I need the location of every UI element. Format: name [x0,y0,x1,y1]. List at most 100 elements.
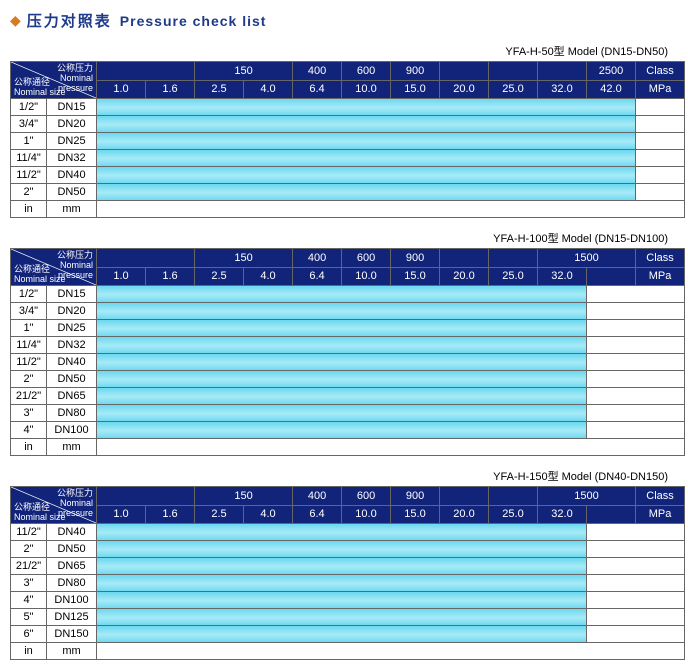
class-header [440,62,489,81]
class-header: 400 [293,249,342,268]
size-mm: DN80 [47,405,97,422]
filled-range [97,371,587,388]
mpa-header: 25.0 [489,505,538,524]
unit-mm: mm [47,201,97,218]
filled-range [97,133,636,150]
class-header [489,62,538,81]
filled-range [97,303,587,320]
model-label: YFA-H-100型 Model (DN15-DN100) [10,230,668,246]
size-in: 2" [11,371,47,388]
mpa-header: 1.0 [97,80,146,99]
size-mm: DN20 [47,303,97,320]
mpa-header: MPa [636,267,685,286]
class-header: 1500 [538,487,636,506]
size-in: 1" [11,133,47,150]
class-header: Class [636,249,685,268]
size-mm: DN40 [47,524,97,541]
title-row: ◆ 压力对照表 Pressure check list [10,10,678,31]
empty-range [587,405,685,422]
size-mm: DN50 [47,371,97,388]
mpa-header [587,267,636,286]
class-header: 600 [342,249,391,268]
size-mm: DN100 [47,592,97,609]
unit-in: in [11,201,47,218]
size-mm: DN40 [47,354,97,371]
size-mm: DN20 [47,116,97,133]
mpa-header: 32.0 [538,267,587,286]
size-mm: DN65 [47,388,97,405]
mpa-header: 32.0 [538,505,587,524]
size-in: 11/4" [11,337,47,354]
empty-range [587,541,685,558]
filled-range [97,354,587,371]
size-mm: DN80 [47,575,97,592]
mpa-header: 1.6 [146,267,195,286]
filled-range [97,558,587,575]
empty-range [636,99,685,116]
empty-range [587,626,685,643]
filled-range [97,388,587,405]
empty-range [587,371,685,388]
size-mm: DN150 [47,626,97,643]
class-header: Class [636,62,685,81]
mpa-header: 4.0 [244,267,293,286]
filled-range [97,609,587,626]
mpa-header: 4.0 [244,505,293,524]
empty-range [636,133,685,150]
empty-range [587,337,685,354]
diamond-icon: ◆ [10,12,21,29]
unit-in: in [11,439,47,456]
class-header: 900 [391,62,440,81]
size-in: 2" [11,184,47,201]
size-in: 11/2" [11,167,47,184]
filled-range [97,575,587,592]
mpa-header: 4.0 [244,80,293,99]
mpa-header: 32.0 [538,80,587,99]
mpa-header: 2.5 [195,80,244,99]
size-in: 4" [11,422,47,439]
mpa-header: 25.0 [489,80,538,99]
size-in: 3" [11,405,47,422]
size-in: 5" [11,609,47,626]
mpa-header: 20.0 [440,505,489,524]
class-header: Class [636,487,685,506]
mpa-header: 15.0 [391,267,440,286]
class-header [440,487,489,506]
class-header: 400 [293,62,342,81]
empty-range [587,286,685,303]
title-cn: 压力对照表 [27,10,112,31]
footer-blank [97,643,685,660]
class-header: 900 [391,249,440,268]
mpa-header: 1.0 [97,505,146,524]
header-diagonal: 公称压力Nominalpressure公称通径Nominal size [11,249,97,286]
size-in: 21/2" [11,558,47,575]
pressure-table: 公称压力Nominalpressure公称通径Nominal size15040… [10,248,685,456]
size-in: 3/4" [11,116,47,133]
size-in: 1/2" [11,99,47,116]
filled-range [97,184,636,201]
mpa-header: 1.6 [146,505,195,524]
mpa-header: 10.0 [342,505,391,524]
size-in: 3/4" [11,303,47,320]
filled-range [97,524,587,541]
size-mm: DN125 [47,609,97,626]
empty-range [587,320,685,337]
empty-range [636,184,685,201]
mpa-header: 15.0 [391,505,440,524]
filled-range [97,405,587,422]
size-in: 6" [11,626,47,643]
size-mm: DN15 [47,99,97,116]
empty-range [587,422,685,439]
size-mm: DN40 [47,167,97,184]
unit-in: in [11,643,47,660]
filled-range [97,626,587,643]
size-mm: DN50 [47,184,97,201]
class-header: 400 [293,487,342,506]
tables-container: YFA-H-50型 Model (DN15-DN50)公称压力Nominalpr… [10,43,678,660]
unit-mm: mm [47,643,97,660]
size-in: 3" [11,575,47,592]
filled-range [97,422,587,439]
mpa-header: 1.6 [146,80,195,99]
empty-range [587,575,685,592]
filled-range [97,116,636,133]
